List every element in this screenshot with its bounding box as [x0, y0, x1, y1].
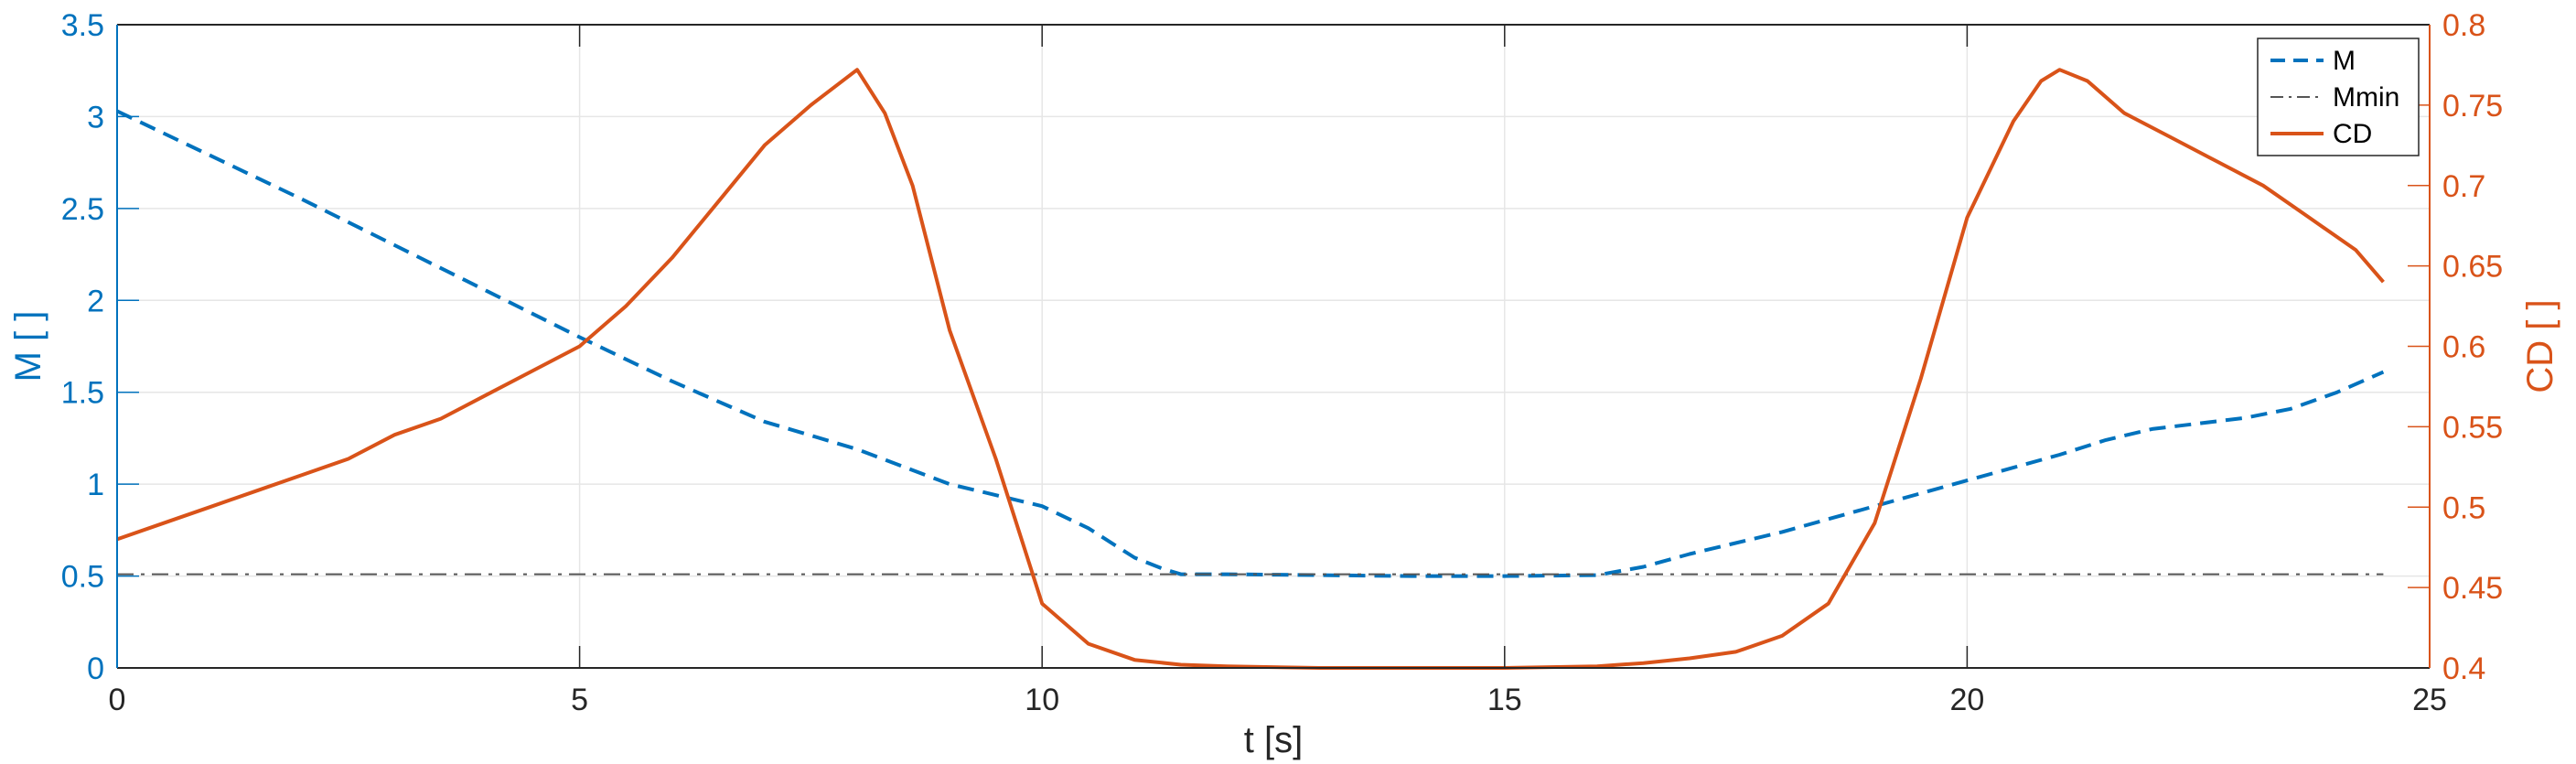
x-tick-label: 15: [1487, 683, 1522, 717]
legend-label-cd: CD: [2333, 119, 2372, 149]
x-tick-label: 25: [2412, 683, 2447, 717]
plot-background: [117, 25, 2430, 668]
y-right-tick-label: 0.65: [2442, 250, 2503, 285]
y-right-tick-label: 0.4: [2442, 651, 2485, 686]
legend: M Mmin CD: [2257, 38, 2420, 156]
x-tick-label: 5: [571, 683, 588, 717]
y-right-tick-label: 0.8: [2442, 8, 2485, 43]
y-right-tick-label: 0.7: [2442, 169, 2485, 204]
y-left-tick-label: 0: [87, 651, 104, 686]
y-axis-left-label: M [ ]: [8, 311, 48, 382]
y-axis-right-label: CD [ ]: [2520, 299, 2560, 393]
legend-label-m: M: [2333, 46, 2356, 76]
y-right-tick-label: 0.55: [2442, 410, 2503, 445]
y-left-tick-label: 1: [87, 468, 104, 502]
series-layer: [116, 68, 2385, 670]
y-left-tick-label: 1.5: [61, 376, 104, 411]
legend-box: [2257, 38, 2420, 156]
y-right-tick-label: 0.75: [2442, 89, 2503, 124]
series-line-cd: [116, 68, 2385, 670]
y-left-tick-label: 0.5: [61, 560, 104, 595]
y-left-tick-label: 2.5: [61, 192, 104, 227]
x-tick-label: 20: [1949, 683, 1984, 717]
axes: [116, 24, 2431, 669]
y-right-tick-label: 0.45: [2442, 571, 2503, 606]
legend-label-mmin: Mmin: [2333, 82, 2399, 113]
y-left-tick-label: 3: [87, 100, 104, 135]
y-right-tick-label: 0.5: [2442, 490, 2485, 525]
x-tick-label: 10: [1025, 683, 1059, 717]
y-left-tick-label: 2: [87, 284, 104, 318]
x-axis-label: t [s]: [1244, 720, 1303, 760]
y-right-tick-label: 0.6: [2442, 330, 2485, 365]
y-left-tick-label: 3.5: [61, 8, 104, 43]
x-tick-label: 0: [109, 683, 126, 717]
tick-labels: 0 5 10 15 20 25 0 0.5 1 1.5 2 2.5 3 3.5 0.4 0.45 0.5 0.55…: [61, 8, 2503, 717]
